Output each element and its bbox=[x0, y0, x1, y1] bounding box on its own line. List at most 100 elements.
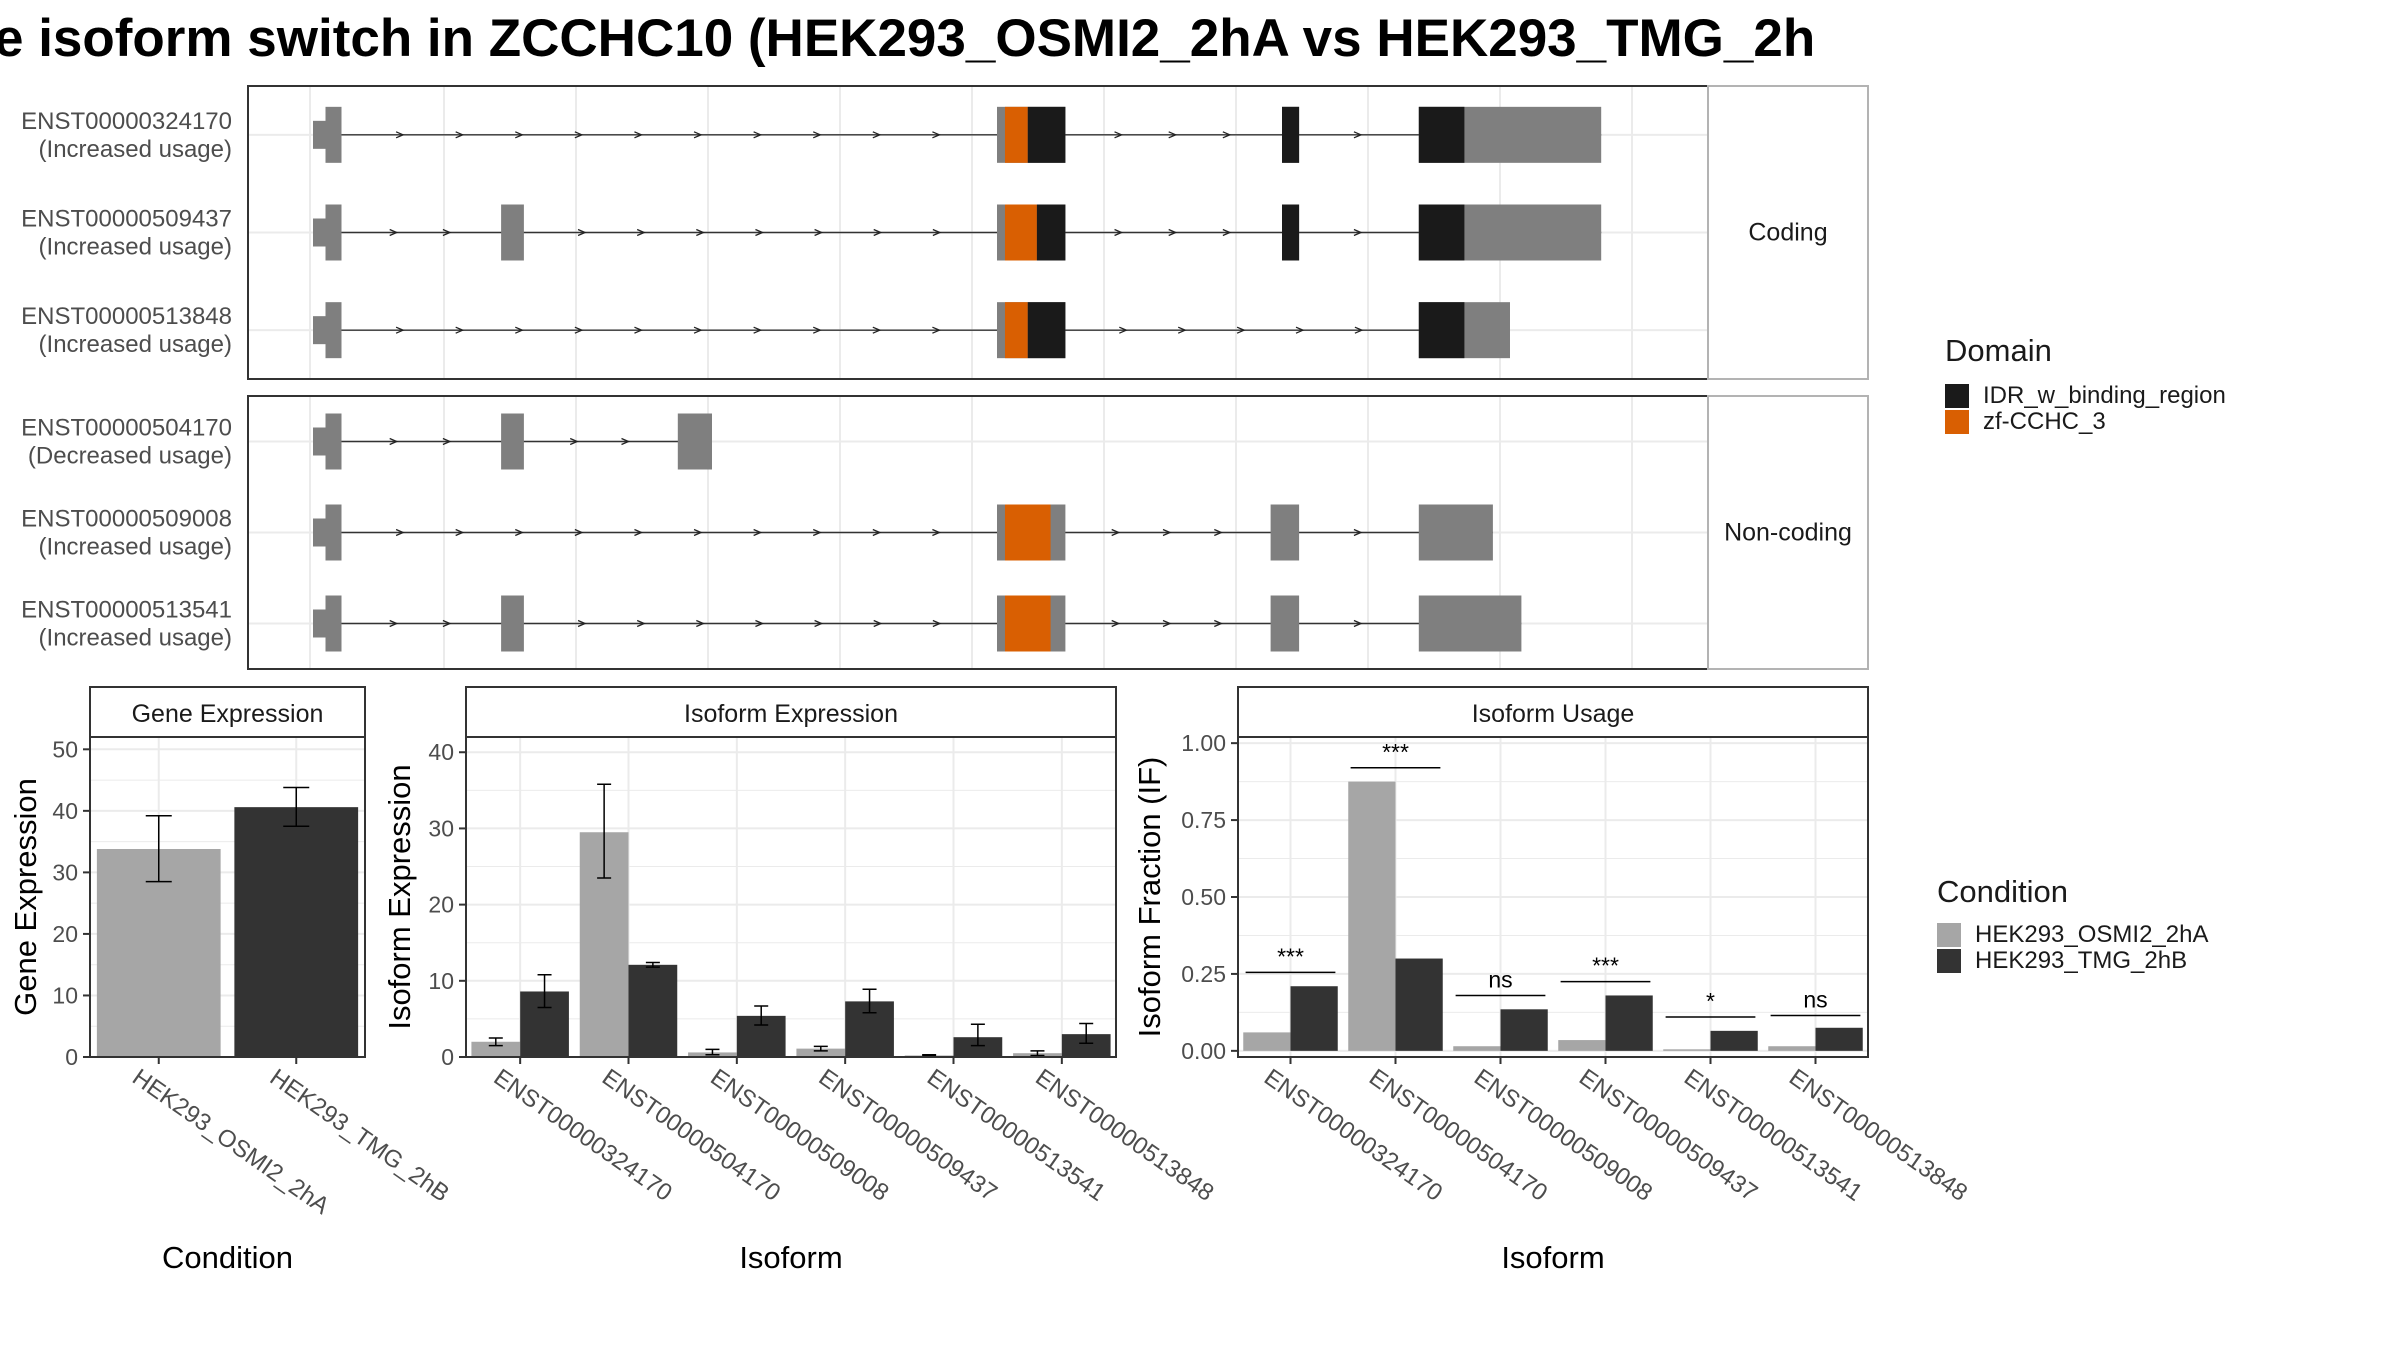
facet-strip bbox=[1707, 85, 1869, 380]
exon bbox=[501, 413, 524, 470]
domain-zf-cchc3 bbox=[1004, 204, 1037, 261]
x-tick-label: ENST00000509437 bbox=[1574, 1064, 1762, 1207]
direction-arrow bbox=[569, 437, 579, 446]
exon bbox=[325, 595, 342, 652]
transcript-row: ENST00000509008(Increased usage) bbox=[21, 504, 1493, 561]
direction-arrow bbox=[693, 528, 703, 537]
x-tick-label: ENST00000509008 bbox=[1469, 1064, 1657, 1207]
legend-label: IDR_w_binding_region bbox=[1983, 382, 2226, 409]
bar-osmi2-enst00000509437 bbox=[796, 1048, 846, 1057]
facet-strip-label: Non-coding bbox=[1724, 519, 1852, 547]
direction-arrow bbox=[753, 528, 763, 537]
direction-arrow bbox=[1119, 326, 1128, 334]
direction-arrow bbox=[1353, 228, 1363, 237]
bar-osmi2-enst00000504170 bbox=[1348, 781, 1396, 1051]
direction-arrow bbox=[1222, 131, 1232, 139]
bar-tmg-enst00000513848 bbox=[1061, 1034, 1111, 1057]
error-bar bbox=[1030, 1050, 1045, 1057]
bar-hek293_tmg_2hb bbox=[234, 807, 359, 1057]
direction-arrow bbox=[515, 528, 524, 537]
significance-label: *** bbox=[1592, 953, 1619, 979]
direction-arrow bbox=[1111, 619, 1121, 628]
direction-arrow bbox=[395, 131, 405, 139]
direction-arrow bbox=[1214, 528, 1223, 537]
direction-arrow bbox=[389, 437, 399, 446]
exon bbox=[325, 504, 342, 561]
bar-tmg-enst00000513541 bbox=[953, 1037, 1003, 1057]
direction-arrow bbox=[755, 619, 765, 628]
significance-label: * bbox=[1706, 988, 1715, 1014]
y-axis-title: Isoform Expression bbox=[382, 764, 417, 1029]
significance-label: ns bbox=[1803, 986, 1827, 1012]
transcript-usage-label: (Decreased usage) bbox=[28, 443, 232, 470]
bar-tmg-enst00000513541 bbox=[1710, 1030, 1758, 1051]
exon bbox=[501, 595, 524, 652]
direction-arrow bbox=[577, 228, 587, 237]
exon bbox=[501, 204, 524, 261]
bar-osmi2-enst00000509008 bbox=[1453, 1046, 1501, 1051]
direction-arrow bbox=[634, 131, 644, 139]
bar-osmi2-enst00000513848 bbox=[1768, 1046, 1816, 1051]
x-axis-title: Isoform bbox=[1501, 1240, 1604, 1275]
domain-idr-binding-region bbox=[1282, 106, 1300, 163]
direction-arrow bbox=[1222, 228, 1232, 237]
direction-arrow bbox=[636, 228, 646, 237]
facet-strip bbox=[1707, 395, 1869, 670]
domain-zf-cchc3 bbox=[1004, 106, 1028, 163]
exon bbox=[325, 302, 342, 359]
direction-arrow bbox=[872, 528, 882, 537]
panel-strip bbox=[1237, 686, 1869, 738]
direction-arrow bbox=[621, 437, 631, 446]
direction-arrow bbox=[932, 131, 942, 139]
legend-key bbox=[1945, 410, 1969, 434]
x-tick-label: ENST00000504170 bbox=[597, 1064, 785, 1207]
x-tick-label: ENST00000513848 bbox=[1030, 1064, 1218, 1207]
direction-arrow bbox=[395, 528, 405, 537]
bar-tmg-enst00000509437 bbox=[1605, 995, 1653, 1051]
error-bar bbox=[537, 973, 552, 1009]
error-bar bbox=[705, 1048, 720, 1056]
transcript-row: ENST00000504170(Decreased usage) bbox=[21, 413, 712, 470]
significance-label: *** bbox=[1277, 943, 1304, 969]
y-tick-label: 10 bbox=[428, 968, 454, 994]
x-tick-label: ENST00000513541 bbox=[1679, 1064, 1867, 1207]
exon bbox=[1270, 504, 1300, 561]
panel-strip-title: Isoform Usage bbox=[1472, 700, 1635, 728]
exon bbox=[325, 413, 342, 470]
transcript-usage-label: (Increased usage) bbox=[39, 136, 232, 163]
chart-isoform-expression: Isoform Expression 0 10 20 30 40 ENST000003241… bbox=[382, 686, 1219, 1275]
bar-tmg-enst00000324170 bbox=[1290, 986, 1338, 1051]
direction-arrow bbox=[455, 326, 465, 334]
transcript-id-label: ENST00000324170 bbox=[21, 108, 232, 135]
transcript-id-label: ENST00000513848 bbox=[21, 303, 232, 330]
direction-arrow bbox=[814, 619, 824, 628]
direction-arrow bbox=[574, 528, 584, 537]
direction-arrow bbox=[1353, 528, 1363, 537]
direction-arrow bbox=[442, 437, 452, 446]
transcript-facet-non-coding: ENST00000504170(Decreased usage) ENST0000… bbox=[21, 395, 1869, 670]
y-tick-label: 0 bbox=[441, 1044, 454, 1070]
direction-arrow bbox=[696, 228, 705, 237]
error-bar bbox=[283, 786, 310, 827]
direction-arrow bbox=[574, 131, 584, 139]
direction-arrow bbox=[1168, 131, 1178, 139]
domain-idr-binding-region bbox=[1418, 106, 1465, 163]
legend-label: zf-CCHC_3 bbox=[1983, 408, 2106, 435]
y-tick-label: 30 bbox=[52, 859, 78, 885]
x-tick-label: ENST00000513541 bbox=[922, 1064, 1110, 1207]
x-tick-label: ENST00000504170 bbox=[1364, 1064, 1552, 1207]
transcript-facet-coding: ENST00000324170(Increased usage) ENST0000… bbox=[21, 85, 1869, 380]
direction-arrow bbox=[634, 326, 644, 334]
direction-arrow bbox=[812, 131, 822, 139]
error-bar bbox=[645, 961, 660, 968]
direction-arrow bbox=[395, 326, 405, 334]
direction-arrow bbox=[515, 131, 524, 139]
direction-arrow bbox=[1162, 619, 1172, 628]
bar-osmi2-enst00000513541 bbox=[1663, 1049, 1711, 1051]
direction-arrow bbox=[574, 326, 584, 334]
domain-idr-binding-region bbox=[1027, 106, 1066, 163]
direction-arrow bbox=[455, 131, 465, 139]
